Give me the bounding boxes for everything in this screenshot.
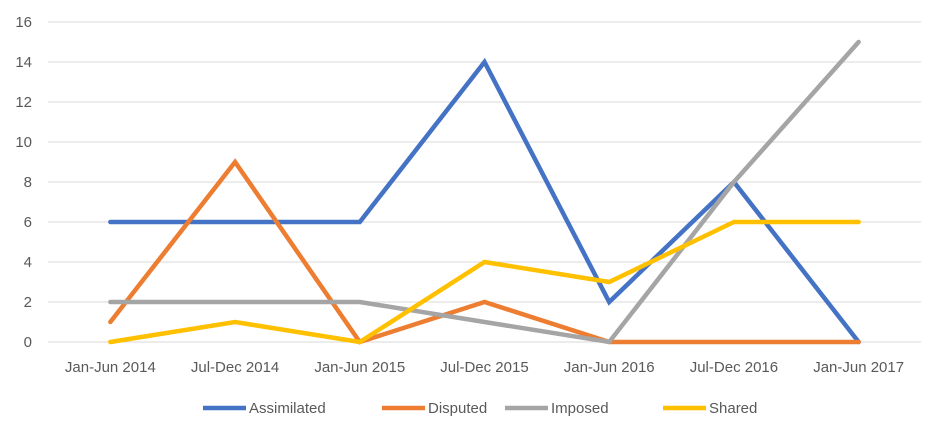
x-tick-label: Jul-Dec 2016 xyxy=(690,359,778,376)
series-line-shared xyxy=(108,219,861,345)
y-tick-label: 16 xyxy=(15,14,32,31)
series-lines xyxy=(108,39,861,345)
x-tick-label: Jan-Jun 2017 xyxy=(813,359,904,376)
x-tick-label: Jan-Jun 2014 xyxy=(65,359,156,376)
series-line-disputed xyxy=(108,158,861,345)
x-tick-label: Jan-Jun 2015 xyxy=(314,359,405,376)
y-tick-label: 8 xyxy=(24,174,32,191)
legend-label-imposed: Imposed xyxy=(551,400,609,417)
x-tick-label: Jul-Dec 2015 xyxy=(440,359,528,376)
legend-label-disputed: Disputed xyxy=(428,400,487,417)
y-tick-label: 6 xyxy=(24,214,32,231)
x-tick-label: Jul-Dec 2014 xyxy=(191,359,279,376)
legend: Assimilated Disputed Imposed Shared xyxy=(203,400,757,417)
legend-label-shared: Shared xyxy=(709,400,757,417)
y-tick-label: 4 xyxy=(24,254,32,271)
x-axis-ticks: Jan-Jun 2014 Jul-Dec 2014 Jan-Jun 2015 Jul-… xyxy=(65,359,904,376)
gridlines xyxy=(48,21,921,343)
y-tick-label: 0 xyxy=(24,334,32,351)
y-tick-label: 12 xyxy=(15,94,32,111)
x-tick-label: Jan-Jun 2016 xyxy=(564,359,655,376)
y-tick-label: 10 xyxy=(15,134,32,151)
legend-label-assimilated: Assimilated xyxy=(249,400,326,417)
y-tick-label: 2 xyxy=(24,294,32,311)
series-line-imposed xyxy=(108,39,861,345)
y-axis-ticks: 0 2 4 6 8 10 12 14 16 xyxy=(15,14,32,351)
y-tick-label: 14 xyxy=(15,54,32,71)
